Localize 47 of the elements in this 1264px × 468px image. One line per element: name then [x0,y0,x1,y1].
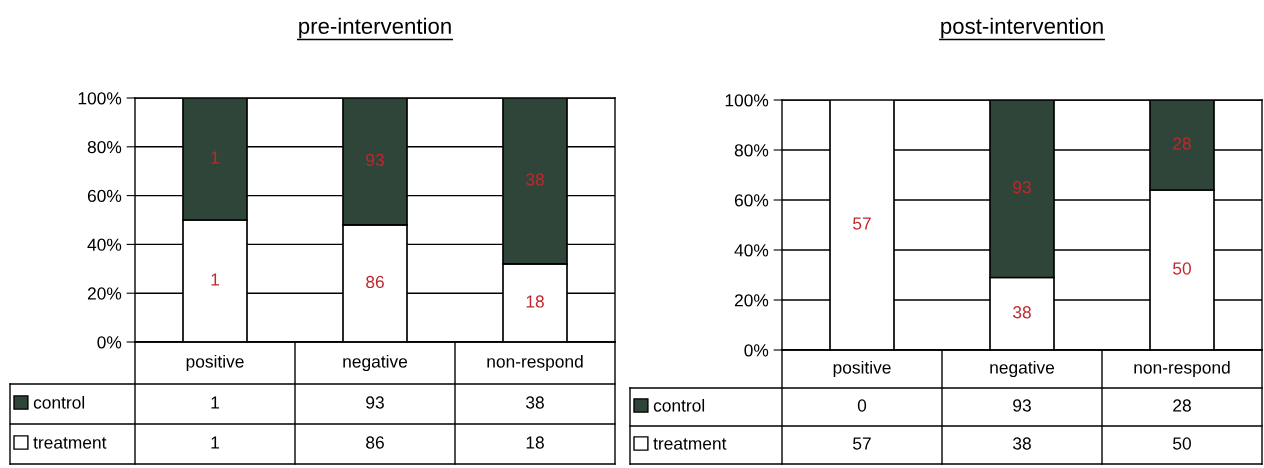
annotation: 57 [853,217,871,230]
x-tick-label: non-respond [1134,360,1230,378]
text: 93 [366,396,384,409]
text: 50 [1173,437,1191,450]
chart-title: pre-intervention [299,17,451,39]
annotation: 28 [1173,137,1191,150]
x-tick-label: non-respond [487,354,583,372]
text: 38 [1013,437,1031,450]
legend-label: treatment [33,437,107,449]
annotation: 38 [526,173,544,186]
text: 86 [366,436,384,449]
y-tick-label: 80% [734,144,769,157]
y-tick-label: 40% [734,244,769,257]
y-tick-label: 80% [87,140,122,154]
legend-label: control [653,398,705,412]
text: 57 [853,437,871,450]
x-tick-label: positive [833,360,891,378]
text: 38 [526,396,544,409]
annotation: 1 [211,151,219,164]
text: 1 [211,436,219,449]
annotation: 93 [366,153,384,167]
text: 1 [211,396,219,409]
annotation: 38 [1013,306,1031,319]
annotation: 50 [1173,262,1191,275]
y-tick-label: 100% [725,94,769,107]
annotation: 86 [366,275,384,289]
y-tick-label: 20% [734,294,769,307]
legend-label: control [33,395,85,409]
x-tick-label: negative [990,360,1055,378]
x-tick-label: negative [343,354,408,372]
text: 28 [1173,399,1191,412]
chart-title: post-intervention [941,17,1103,39]
annotation: 93 [1013,181,1031,194]
legend-label: treatment [653,438,727,450]
y-tick-label: 100% [78,92,122,105]
text: 18 [526,436,544,449]
y-tick-label: 0% [744,344,769,357]
y-tick-label: 40% [87,238,122,251]
y-tick-label: 60% [87,189,122,203]
y-tick-label: 0% [97,336,122,349]
x-tick-label: positive [186,354,244,372]
text: 0 [857,399,867,412]
annotation: 18 [526,295,544,308]
y-tick-label: 20% [87,287,122,300]
y-tick-label: 60% [734,194,769,207]
text: 93 [1013,399,1031,412]
annotation: 1 [211,273,219,286]
